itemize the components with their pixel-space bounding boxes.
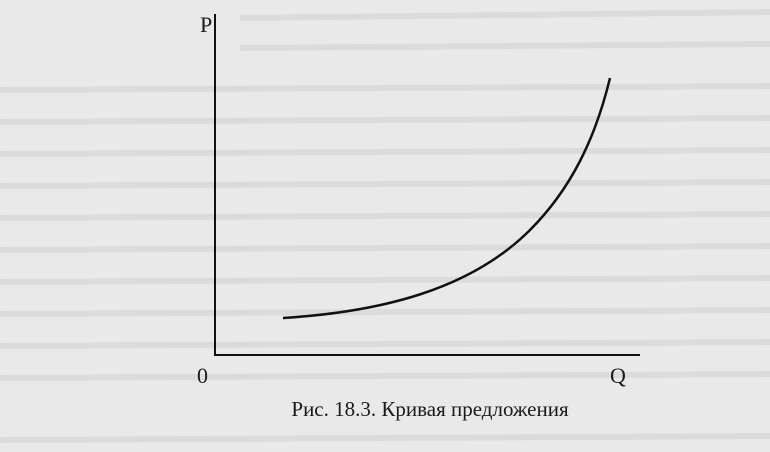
x-axis-label: Q: [610, 363, 626, 388]
caption: Рис. 18.3. Кривая предложения: [291, 397, 569, 421]
origin-label: 0: [197, 363, 208, 388]
y-axis-label: P: [200, 12, 212, 37]
bleed-through: [0, 9, 770, 443]
supply-curve: [282, 77, 612, 320]
